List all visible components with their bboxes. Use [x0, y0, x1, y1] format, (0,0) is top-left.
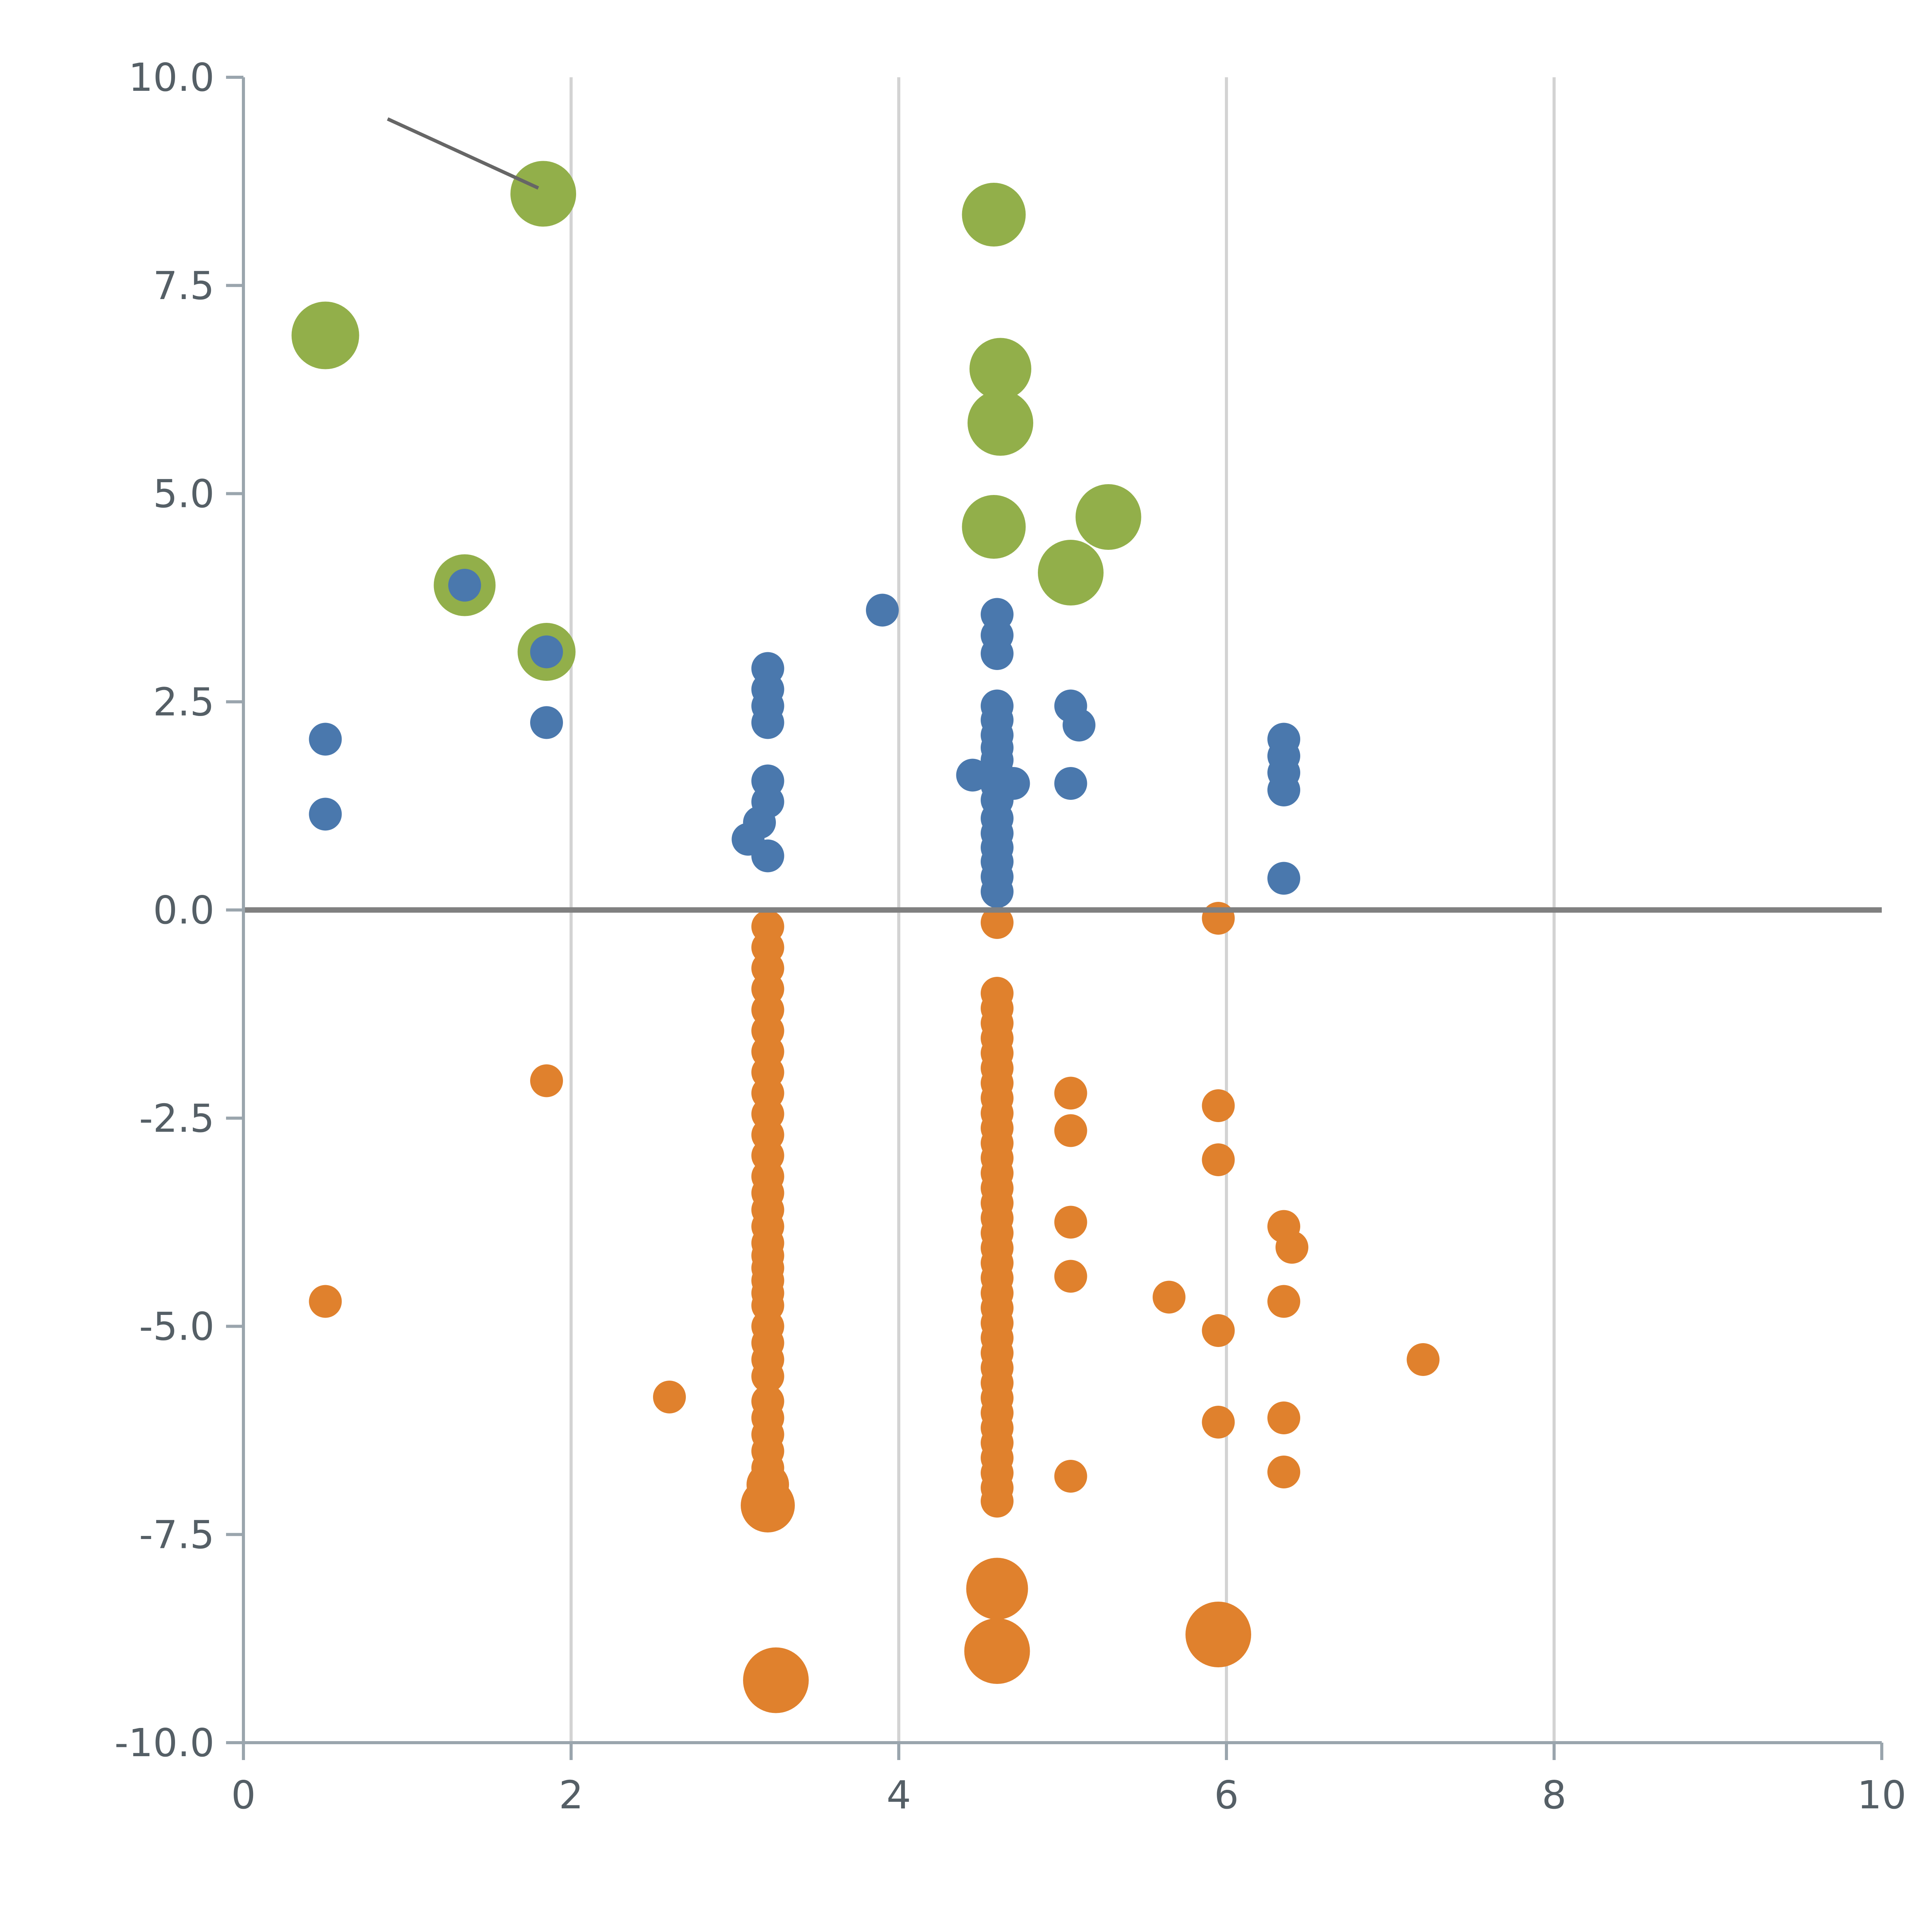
x-tick-label: 10 [1857, 1772, 1906, 1818]
data-point [291, 301, 359, 369]
y-tick-label: 10.0 [128, 55, 214, 100]
y-tick-label: -7.5 [139, 1512, 214, 1557]
data-point [1267, 1401, 1300, 1434]
data-point [866, 594, 899, 627]
y-tick-label: -2.5 [139, 1096, 214, 1141]
data-point [981, 1485, 1014, 1518]
y-tick-label: 7.5 [153, 263, 214, 308]
series-green [291, 161, 1141, 681]
axes: 0 2 4 6 8 10 -10.0 -7.5 -5.0 -2.5 0.0 2.5 5.0 7.5 10.0 [114, 55, 1906, 1818]
data-point [510, 161, 576, 227]
data-point [981, 906, 1014, 939]
x-tick-label: 6 [1214, 1772, 1239, 1818]
data-point [1276, 1231, 1308, 1264]
data-point [1075, 484, 1141, 550]
series-orange [309, 902, 1440, 1713]
y-tick-label: 5.0 [153, 471, 214, 517]
series-blue [309, 569, 1300, 908]
data-point [1267, 1456, 1300, 1488]
data-point [309, 723, 342, 756]
x-tick-label: 0 [231, 1772, 256, 1818]
overlay-layer [243, 117, 1882, 913]
data-point [751, 706, 784, 739]
data-point [1054, 1114, 1087, 1147]
data-point [1267, 1285, 1300, 1318]
data-point [1063, 709, 1095, 742]
data-point [1267, 774, 1300, 806]
y-tick-label: -10.0 [114, 1720, 214, 1765]
data-point [751, 839, 784, 872]
data-point [981, 875, 1014, 908]
data-point [741, 1478, 795, 1532]
data-point [653, 1381, 686, 1413]
data-point [1185, 1602, 1251, 1667]
x-tick-label: 8 [1542, 1772, 1566, 1818]
data-point [981, 637, 1014, 670]
data-point [1202, 902, 1235, 935]
data-point [448, 569, 481, 602]
data-point [1054, 767, 1087, 800]
data-point [530, 1064, 563, 1097]
data-point [1202, 1314, 1235, 1347]
data-point [743, 1647, 809, 1713]
data-point [969, 338, 1031, 400]
data-point [1202, 1406, 1235, 1439]
x-tick-label: 4 [886, 1772, 911, 1818]
data-point [956, 759, 989, 792]
data-point [1153, 1281, 1185, 1314]
data-point [530, 635, 563, 668]
y-tick-label: 2.5 [153, 679, 214, 724]
annotation-line [387, 117, 539, 190]
data-point [1202, 1089, 1235, 1122]
series-layer [291, 161, 1440, 1713]
y-tick-label: -5.0 [139, 1304, 214, 1349]
data-point [1267, 862, 1300, 895]
data-point [1202, 1143, 1235, 1176]
data-point [309, 798, 342, 831]
data-point [1054, 1260, 1087, 1293]
data-point [1038, 540, 1104, 605]
data-point [964, 1618, 1030, 1684]
data-point [1054, 1077, 1087, 1110]
data-point [962, 495, 1026, 559]
data-point [1054, 1460, 1087, 1493]
data-point [968, 390, 1033, 456]
data-point [530, 706, 563, 739]
y-tick-label: 0.0 [153, 888, 214, 933]
data-point [966, 1558, 1028, 1620]
data-point [997, 767, 1030, 800]
x-tick-label: 2 [559, 1772, 583, 1818]
data-point [309, 1285, 342, 1318]
data-point [962, 183, 1026, 247]
data-point [1054, 1206, 1087, 1239]
data-point [751, 1360, 784, 1393]
data-point [1406, 1343, 1440, 1376]
